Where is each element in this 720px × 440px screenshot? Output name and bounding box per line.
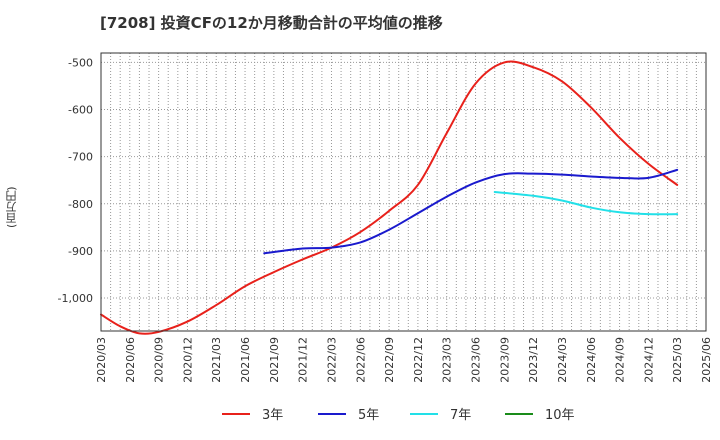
- series-line-2: [263, 168, 679, 255]
- x-tick-label: 2022/12: [412, 337, 425, 383]
- series-line-3: [493, 191, 679, 216]
- x-tick-label: 2023/03: [441, 337, 454, 383]
- x-tick-label: 2023/12: [527, 337, 540, 383]
- series-line-1: [100, 60, 679, 335]
- x-tick-labels: 2020/03 2020/06 2020/09 2020/12 2021/03 2021/…: [95, 337, 713, 383]
- x-tick-label: 2023/06: [470, 337, 483, 383]
- x-tick-label: 2020/12: [181, 337, 194, 383]
- x-tick-label: 2025/03: [671, 337, 684, 383]
- x-tick-label: 2021/09: [268, 337, 281, 383]
- x-tick-label: 2024/06: [585, 337, 598, 383]
- legend-label-4: 10年: [545, 408, 575, 423]
- x-tick-label: 2021/12: [297, 337, 310, 383]
- y-tick-label: -900: [68, 245, 93, 258]
- x-tick-label: 2023/09: [498, 337, 511, 383]
- y-tick-labels: -500 -600 -700 -800 -900 -1,000: [58, 56, 93, 305]
- series-lines: [100, 60, 679, 335]
- grid-lines: [100, 53, 707, 331]
- x-tick-label: 2021/06: [239, 337, 252, 383]
- x-tick-label: 2024/09: [614, 337, 627, 383]
- x-tick-label: 2022/09: [383, 337, 396, 383]
- x-tick-label: 2022/06: [354, 337, 367, 383]
- legend-label-1: 3年: [262, 408, 283, 423]
- y-tick-label: -700: [68, 151, 93, 164]
- x-tick-label: 2021/03: [210, 337, 223, 383]
- legend-label-2: 5年: [358, 408, 379, 423]
- y-tick-label: -500: [68, 56, 93, 69]
- chart-title: [7208] 投資CFの12か月移動合計の平均値の推移: [100, 14, 443, 32]
- x-tick-label: 2020/09: [153, 337, 166, 383]
- plot-frame: [100, 52, 707, 332]
- y-tick-label: -600: [68, 104, 93, 117]
- y-tick-label: -1,000: [58, 292, 93, 305]
- y-tick-label: -800: [68, 198, 93, 211]
- x-tick-label: 2020/03: [95, 337, 108, 383]
- legend: 3年 5年 7年 10年: [222, 408, 575, 423]
- x-tick-label: 2022/03: [325, 337, 338, 383]
- x-tick-label: 2024/03: [556, 337, 569, 383]
- x-tick-label: 2025/06: [700, 337, 713, 383]
- legend-label-3: 7年: [450, 408, 471, 423]
- x-tick-label: 2020/06: [124, 337, 137, 383]
- x-tick-label: 2024/12: [642, 337, 655, 383]
